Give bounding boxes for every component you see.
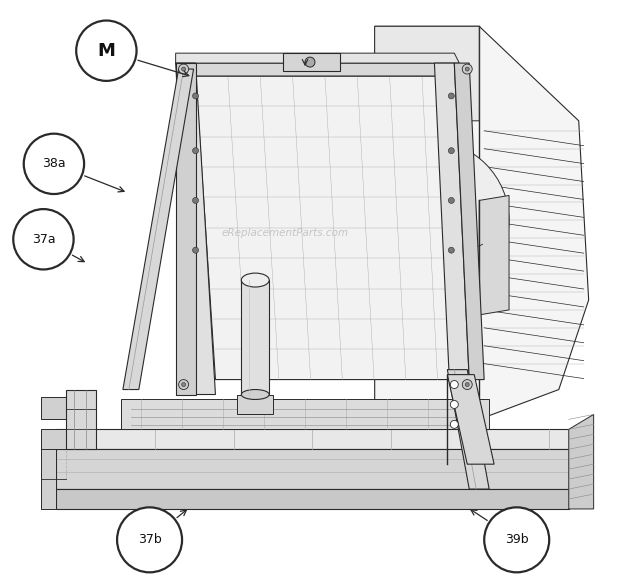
Text: M: M (97, 42, 115, 59)
Text: 39b: 39b (505, 533, 528, 546)
Text: 37b: 37b (138, 533, 161, 546)
Circle shape (13, 209, 74, 269)
Polygon shape (42, 429, 66, 449)
Circle shape (179, 64, 188, 74)
Circle shape (450, 381, 458, 388)
Circle shape (305, 57, 315, 67)
Polygon shape (175, 53, 459, 63)
Polygon shape (175, 63, 459, 76)
Text: 37a: 37a (32, 233, 55, 246)
Polygon shape (237, 395, 273, 415)
Circle shape (484, 507, 549, 573)
Circle shape (24, 134, 84, 194)
Polygon shape (454, 63, 484, 380)
Circle shape (450, 401, 458, 409)
Polygon shape (121, 399, 489, 429)
Ellipse shape (241, 273, 269, 287)
Circle shape (448, 198, 454, 203)
Circle shape (463, 64, 472, 74)
Circle shape (448, 147, 454, 154)
Circle shape (193, 147, 198, 154)
Polygon shape (283, 53, 340, 71)
Polygon shape (241, 280, 269, 395)
Circle shape (117, 507, 182, 573)
Ellipse shape (241, 389, 269, 399)
Polygon shape (42, 434, 56, 509)
Polygon shape (569, 415, 593, 509)
Circle shape (465, 67, 469, 71)
Circle shape (450, 420, 458, 429)
Polygon shape (374, 26, 588, 419)
Circle shape (193, 93, 198, 99)
Circle shape (76, 20, 136, 81)
Polygon shape (374, 26, 479, 121)
Polygon shape (448, 375, 494, 464)
Polygon shape (175, 63, 195, 395)
Circle shape (448, 93, 454, 99)
Circle shape (465, 382, 469, 387)
Circle shape (350, 141, 509, 300)
Polygon shape (56, 449, 569, 489)
Polygon shape (479, 195, 509, 315)
Polygon shape (195, 76, 469, 380)
Text: eReplacementParts.com: eReplacementParts.com (222, 229, 349, 238)
Circle shape (463, 380, 472, 389)
Circle shape (193, 198, 198, 203)
Circle shape (448, 247, 454, 253)
Polygon shape (175, 63, 216, 395)
Circle shape (182, 382, 185, 387)
Circle shape (193, 247, 198, 253)
Polygon shape (56, 489, 569, 509)
Text: 38a: 38a (42, 157, 66, 170)
Polygon shape (435, 63, 469, 380)
Polygon shape (42, 398, 66, 419)
Circle shape (179, 380, 188, 389)
Polygon shape (123, 69, 193, 389)
Polygon shape (66, 389, 96, 449)
Polygon shape (56, 429, 569, 449)
Polygon shape (448, 370, 489, 489)
Circle shape (417, 208, 441, 232)
Circle shape (182, 67, 185, 71)
